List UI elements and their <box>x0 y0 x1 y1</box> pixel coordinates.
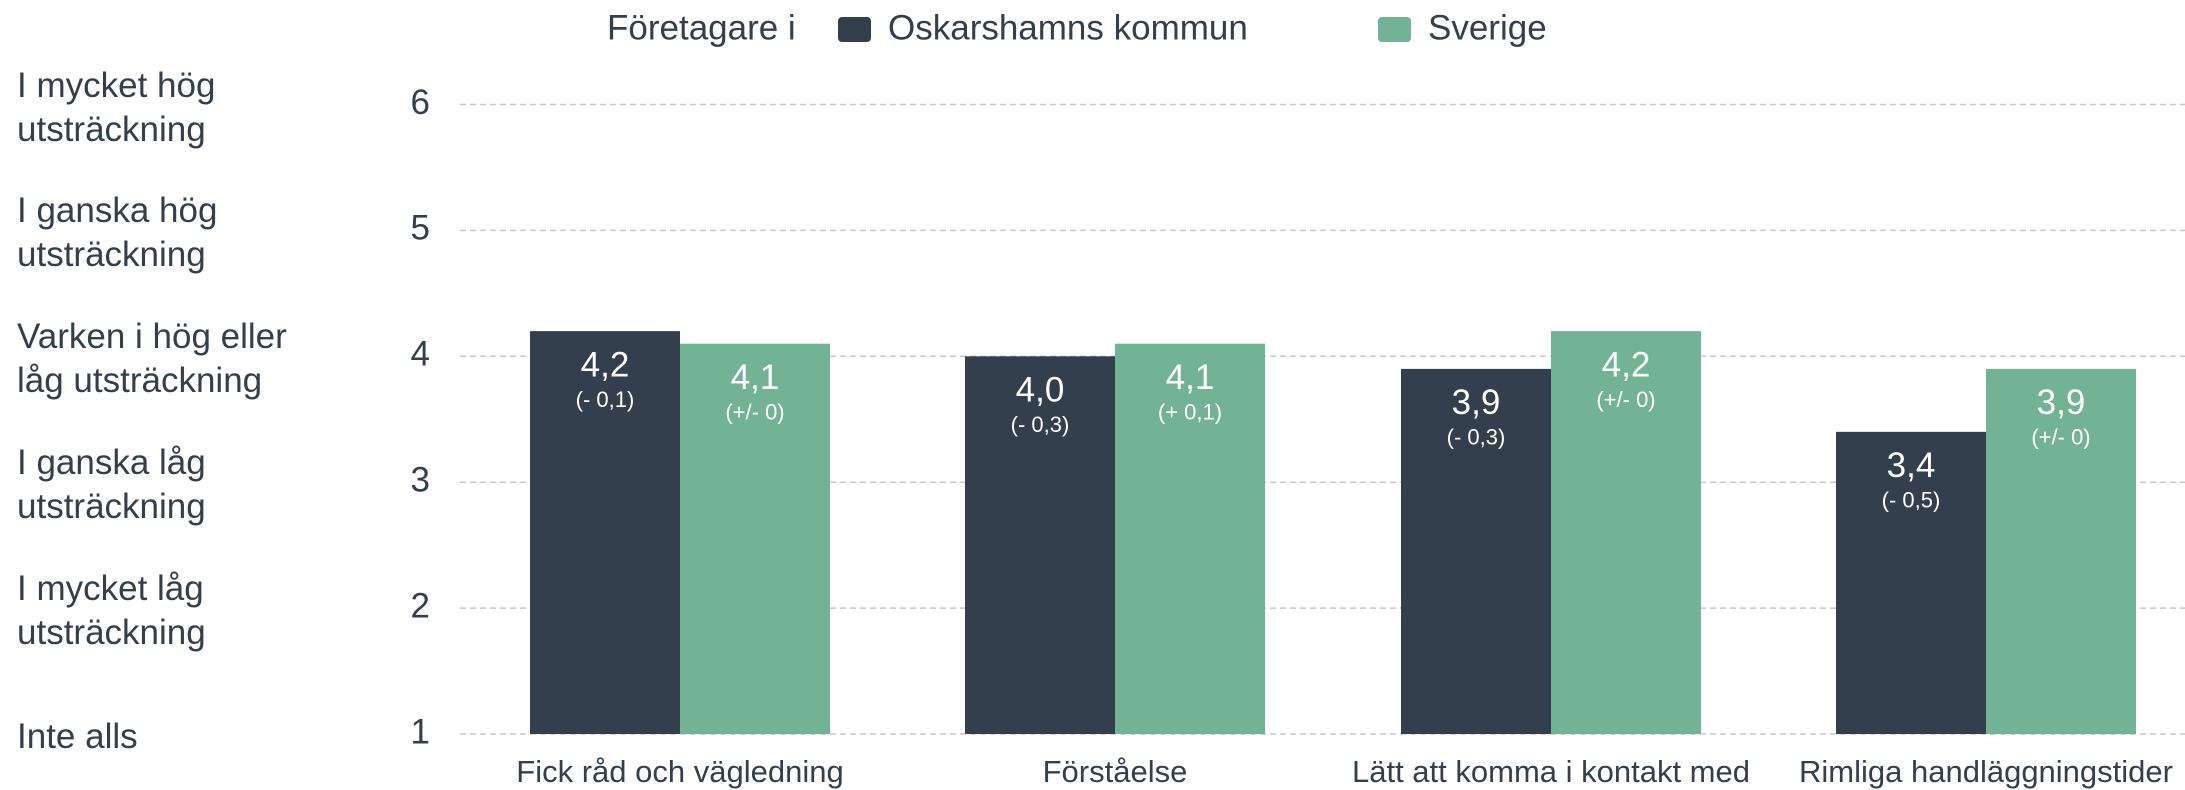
x-tick-label: Lätt att komma i kontakt med <box>1352 754 1750 789</box>
x-tick-label: Fick råd och vägledning <box>516 754 843 789</box>
y-tick-label: 6 <box>411 83 430 122</box>
change-label: (+/- 0) <box>1596 387 1655 412</box>
value-label: 3,4 <box>1887 446 1936 485</box>
value-label: 3,9 <box>1452 383 1501 422</box>
y-tick-label: 4 <box>411 335 430 374</box>
bar <box>965 356 1115 734</box>
y-tick-description: I mycket hög utsträckning <box>17 65 216 149</box>
y-tick-label: 3 <box>411 460 430 499</box>
value-label: 4,1 <box>731 358 780 397</box>
x-tick-label: Förståelse <box>1043 754 1188 789</box>
y-tick-description: Inte alls <box>17 717 138 756</box>
change-label: (- 0,3) <box>1447 425 1506 450</box>
x-tick-label: Rimliga handläggningstider <box>1799 754 2173 789</box>
bar <box>1401 368 1551 734</box>
change-label: (+ 0,1) <box>1158 400 1222 425</box>
y-tick-label: 2 <box>411 586 430 625</box>
value-label: 4,1 <box>1166 358 1215 397</box>
y-tick-description: I ganska låg utsträckning <box>17 443 206 527</box>
change-label: (+/- 0) <box>725 400 784 425</box>
change-label: (- 0,3) <box>1011 412 1070 437</box>
legend-swatch <box>1378 17 1411 42</box>
bar <box>1551 331 1701 734</box>
value-label: 4,2 <box>1602 345 1651 384</box>
y-tick-label: 5 <box>411 209 430 248</box>
value-label: 4,2 <box>581 345 630 384</box>
y-tick-description: Varken i hög eller låg utsträckning <box>17 317 287 401</box>
y-tick-description: I mycket låg utsträckning <box>17 569 206 653</box>
value-label: 3,9 <box>2037 383 2086 422</box>
value-label: 4,0 <box>1016 371 1065 410</box>
change-label: (+/- 0) <box>2031 425 2090 450</box>
legend-swatch <box>838 17 871 42</box>
change-label: (- 0,1) <box>576 387 635 412</box>
bar <box>1986 368 2136 734</box>
bar <box>1836 431 1986 734</box>
y-tick-description: I ganska hög utsträckning <box>17 191 218 275</box>
bar <box>1115 343 1265 734</box>
legend-label: Oskarshamns kommun <box>888 8 1248 47</box>
y-tick-label: 1 <box>411 712 430 751</box>
bar <box>530 331 680 734</box>
legend-title: Företagare i <box>607 8 796 47</box>
change-label: (- 0,5) <box>1882 488 1941 513</box>
bar <box>680 343 830 734</box>
legend-label: Sverige <box>1428 8 1547 47</box>
